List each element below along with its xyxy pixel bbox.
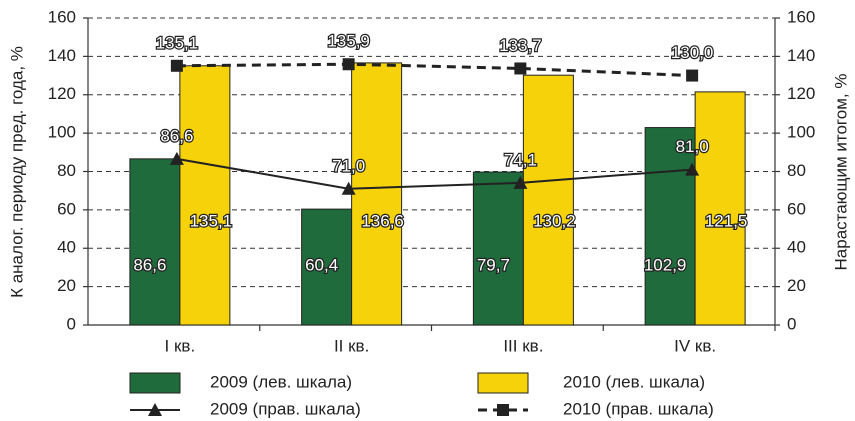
marker [170,59,183,72]
bar [472,171,524,326]
bar-value-label: 86,6 [133,255,166,274]
line-value-label: 133,7 [499,36,542,55]
y-axis-label: К аналог. периоду пред. года, % [7,46,26,298]
marker [685,162,700,176]
marker [342,58,355,71]
line-value-label: 130,0 [671,43,714,62]
y-tick-label: 60 [57,199,76,218]
x-tick-label: IV кв. [674,336,716,355]
bar-value-label: 136,6 [361,211,404,230]
x-tick-label: II кв. [334,336,369,355]
y-tick-label: 120 [48,84,76,103]
y-tick-label: 20 [57,276,76,295]
marker [686,69,699,82]
y2-tick-label: 140 [787,46,815,65]
y-tick-label: 140 [48,46,76,65]
y2-tick-label: 160 [787,7,815,26]
line-value-label: 135,9 [327,32,370,51]
line-value-label: 86,6 [160,126,193,145]
bar [694,91,746,326]
marker [341,181,356,195]
y-tick-label: 160 [48,7,76,26]
x-tick-label: I кв. [165,336,196,355]
y2-tick-label: 80 [787,161,806,180]
bar [179,65,231,326]
line-value-label: 74,1 [504,150,537,169]
bar-value-label: 135,1 [190,211,233,230]
y2-axis-label: Нарастающим итогом, % [831,74,850,271]
y2-tick-label: 40 [787,238,806,257]
y2-tick-label: 100 [787,123,815,142]
legend-label: 2010 (лев. шкала) [563,372,705,391]
bar [351,62,403,326]
bar [522,74,574,326]
y-tick-label: 100 [48,123,76,142]
bar-value-label: 130,2 [533,211,576,230]
legend-swatch [129,372,181,394]
bar [301,208,353,326]
y-tick-label: 0 [67,314,76,333]
legend-label: 2009 (лев. шкала) [210,372,352,391]
legend-marker [497,404,509,416]
marker [513,175,528,189]
bar [129,158,181,326]
legend-marker [148,403,162,416]
y2-tick-label: 60 [787,199,806,218]
bar [644,127,696,326]
y-tick-label: 40 [57,238,76,257]
marker [514,62,527,75]
bar-value-label: 60,4 [305,255,338,274]
legend-label: 2010 (прав. шкала) [563,399,714,418]
bar-value-label: 121,5 [705,211,748,230]
y2-tick-label: 120 [787,84,815,103]
legend-swatch [477,372,529,394]
line [176,62,693,78]
bar-value-label: 102,9 [644,255,687,274]
y-tick-label: 80 [57,161,76,180]
x-tick-label: III кв. [503,336,543,355]
line [176,157,693,190]
line-value-label: 71,0 [332,156,365,175]
legend-label: 2009 (прав. шкала) [210,399,361,418]
line-value-label: 81,0 [676,137,709,156]
y2-tick-label: 20 [787,276,806,295]
line-value-label: 135,1 [156,33,199,52]
y2-tick-label: 0 [787,314,796,333]
marker [169,151,184,165]
bar-value-label: 79,7 [477,255,510,274]
